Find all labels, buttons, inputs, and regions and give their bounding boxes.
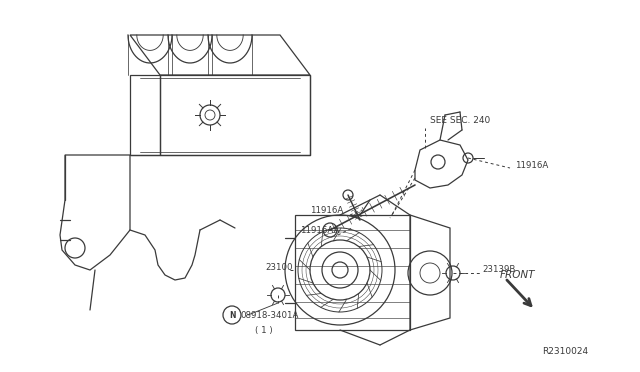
Text: FRONT: FRONT — [500, 270, 536, 280]
Text: 11916A: 11916A — [515, 160, 548, 170]
Text: SEE SEC. 240: SEE SEC. 240 — [430, 115, 490, 125]
Text: 11916AA: 11916AA — [300, 225, 339, 234]
Text: N: N — [228, 311, 236, 320]
Text: 23139B: 23139B — [482, 266, 515, 275]
Text: ( 1 ): ( 1 ) — [255, 326, 273, 334]
Text: R2310024: R2310024 — [542, 347, 588, 356]
Text: 11916A: 11916A — [310, 205, 343, 215]
Text: 23100: 23100 — [265, 263, 292, 273]
Text: 08918-3401A: 08918-3401A — [240, 311, 298, 320]
